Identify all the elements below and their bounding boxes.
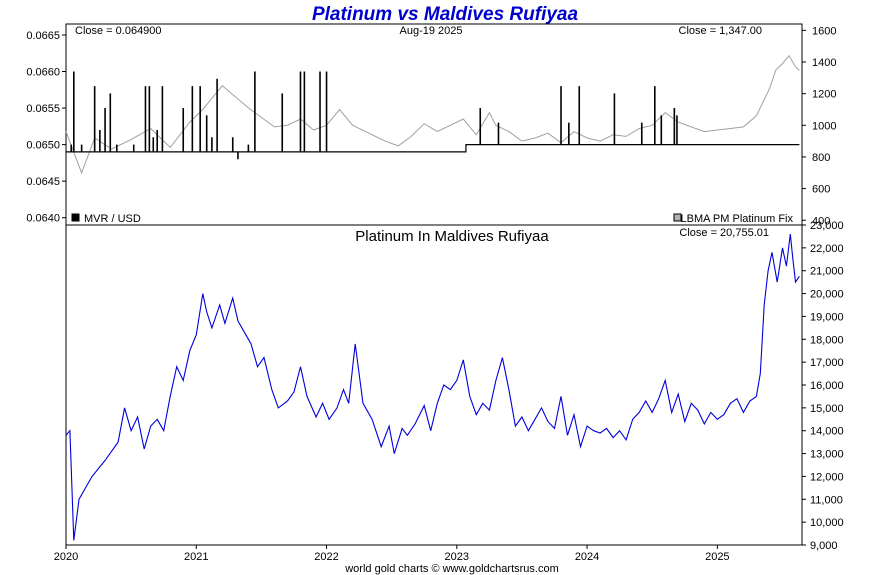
top-left-tick-label: 0.0665 [26,30,60,42]
top-date-label: Aug-19 2025 [400,25,463,37]
bottom-right-tick-label: 9,000 [810,540,838,552]
legend-mvr-swatch [71,213,80,222]
top-right-tick-label: 1600 [812,25,836,37]
top-right-axis-ticks: 400 600 800 1000 1200 1400 1600 [802,25,836,227]
bottom-panel-title: Platinum In Maldives Rufiyaa [355,228,549,245]
platinum-fix-line [65,54,800,175]
top-left-tick-label: 0.0650 [26,140,60,152]
top-right-tick-label: 400 [812,215,830,227]
bottom-right-tick-label: 16,000 [810,380,844,392]
legend-platinum-label: LBMA PM Platinum Fix [681,213,794,225]
top-panel-frame [65,23,803,226]
bottom-right-tick-label: 14,000 [810,426,844,438]
top-close-right: Close = 1,347.00 [679,25,762,37]
legend-mvr-label: MVR / USD [84,213,141,225]
bottom-right-tick-label: 17,000 [810,357,844,369]
bottom-right-tick-label: 20,000 [810,289,844,301]
bottom-right-tick-label: 19,000 [810,311,844,323]
bottom-right-tick-label: 12,000 [810,471,844,483]
top-right-tick-label: 600 [812,184,830,196]
x-tick-label: 2022 [314,551,338,563]
bottom-right-tick-label: 15,000 [810,403,844,415]
top-left-tick-label: 0.0660 [26,67,60,79]
series-lines [65,54,800,541]
bottom-right-tick-label: 21,000 [810,266,844,278]
legend-platinum-swatch [673,213,682,222]
bottom-close: Close = 20,755.01 [679,227,769,239]
x-tick-label: 2021 [184,551,208,563]
top-close-left: Close = 0.064900 [75,25,162,37]
top-right-tick-label: 800 [812,152,830,164]
x-tick-label: 2020 [54,551,78,563]
bottom-panel-frame [65,224,803,546]
x-tick-label: 2024 [575,551,599,563]
platinum-mvr-line [65,234,800,541]
top-right-tick-label: 1000 [812,120,836,132]
top-left-tick-label: 0.0645 [26,176,60,188]
bottom-right-tick-label: 23,000 [810,220,844,232]
chart-footer: world gold charts © www.goldchartsrus.co… [344,563,559,575]
top-left-axis-ticks: 0.0640 0.0645 0.0650 0.0655 0.0660 0.0665 [26,30,66,225]
top-left-tick-label: 0.0640 [26,213,60,225]
bottom-right-tick-label: 13,000 [810,449,844,461]
x-tick-label: 2023 [445,551,469,563]
bottom-right-tick-label: 18,000 [810,334,844,346]
x-tick-label: 2025 [705,551,729,563]
mvr-usd-line [66,144,800,153]
top-right-tick-label: 1400 [812,57,836,69]
bottom-right-tick-label: 11,000 [810,494,843,506]
bottom-right-tick-label: 10,000 [810,517,844,529]
chart-title: Platinum vs Maldives Rufiyaa [312,4,579,25]
x-axis-ticks: 2020 2021 2022 2023 2024 2025 [54,545,730,563]
top-right-tick-label: 1200 [812,89,836,101]
bottom-right-axis-ticks: 9,000 10,000 11,000 12,000 13,000 14,000 15,00… [802,220,844,552]
bottom-right-tick-label: 22,000 [810,243,844,255]
top-left-tick-label: 0.0655 [26,103,60,115]
